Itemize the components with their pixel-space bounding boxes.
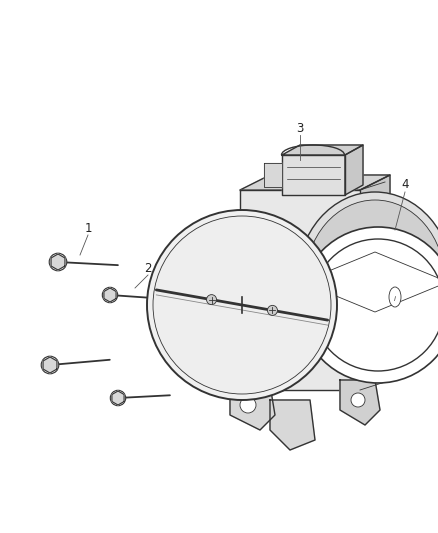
Circle shape xyxy=(351,393,365,407)
Circle shape xyxy=(110,390,126,406)
Text: 2: 2 xyxy=(144,262,152,274)
Ellipse shape xyxy=(305,200,438,364)
Circle shape xyxy=(252,219,284,251)
Text: 3: 3 xyxy=(297,122,304,134)
Polygon shape xyxy=(51,254,65,270)
Polygon shape xyxy=(230,385,275,430)
Circle shape xyxy=(312,239,438,371)
Polygon shape xyxy=(360,175,390,390)
Polygon shape xyxy=(345,145,363,195)
Polygon shape xyxy=(240,175,390,190)
Polygon shape xyxy=(270,400,315,450)
Text: 4: 4 xyxy=(401,179,409,191)
Polygon shape xyxy=(240,190,360,390)
Circle shape xyxy=(300,227,438,383)
Circle shape xyxy=(240,397,256,413)
Ellipse shape xyxy=(297,192,438,372)
Ellipse shape xyxy=(389,287,401,307)
Text: i: i xyxy=(394,296,396,302)
Text: 1: 1 xyxy=(84,222,92,235)
Circle shape xyxy=(268,305,277,316)
Circle shape xyxy=(207,295,216,305)
Circle shape xyxy=(49,253,67,271)
Polygon shape xyxy=(264,163,282,187)
Circle shape xyxy=(147,210,337,400)
Polygon shape xyxy=(43,357,57,373)
Polygon shape xyxy=(254,219,270,253)
Polygon shape xyxy=(282,155,345,195)
Polygon shape xyxy=(112,391,124,405)
Circle shape xyxy=(102,287,118,303)
Circle shape xyxy=(153,216,331,394)
Circle shape xyxy=(41,356,59,374)
Polygon shape xyxy=(104,288,116,302)
Circle shape xyxy=(258,225,278,245)
Polygon shape xyxy=(282,145,363,155)
Polygon shape xyxy=(340,380,380,425)
Polygon shape xyxy=(302,252,438,312)
